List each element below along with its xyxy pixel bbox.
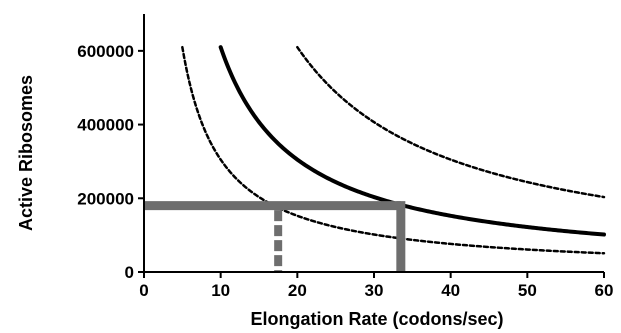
x-tick-label: 60: [595, 281, 614, 300]
x-tick-label: 40: [441, 281, 460, 300]
y-tick-label: 0: [125, 263, 134, 282]
x-tick-label: 20: [288, 281, 307, 300]
series-line-2: [296, 45, 606, 199]
x-tick-label: 50: [518, 281, 537, 300]
series-line-1: [181, 45, 606, 255]
x-tick-label: 0: [139, 281, 148, 300]
annotation-layer: [144, 201, 406, 272]
x-tick-label: 30: [365, 281, 384, 300]
x-axis-title: Elongation Rate (codons/sec): [250, 309, 503, 329]
y-tick-label: 200000: [77, 189, 134, 208]
y-axis-title: Active Ribosomes: [16, 75, 36, 231]
x-tick-label: 10: [211, 281, 230, 300]
series-line-0: [218, 45, 606, 237]
y-tick-label: 400000: [77, 116, 134, 135]
ticks-layer: 0 10 20 30 40 50 60 0 200000 400000 600000: [77, 42, 613, 300]
curves-layer: [181, 45, 606, 255]
y-tick-label: 600000: [77, 42, 134, 61]
